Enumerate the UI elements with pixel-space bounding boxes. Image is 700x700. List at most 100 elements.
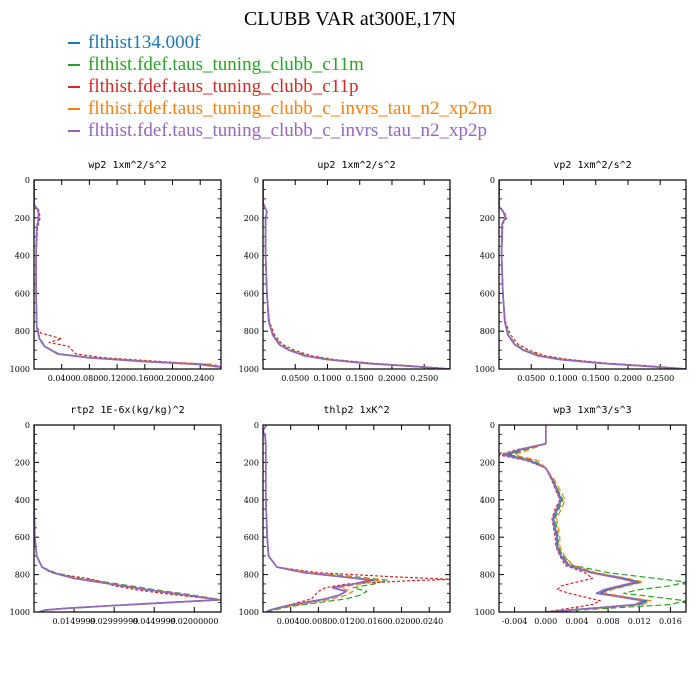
x-tick-label: 0.0800: [75, 374, 103, 383]
chart-frame: [262, 424, 451, 613]
chart-title: thlp2 1xK^2: [323, 405, 389, 416]
series-line: [263, 425, 382, 612]
y-tick-label: 0: [25, 176, 30, 185]
series-line: [34, 180, 221, 369]
series-group: [34, 425, 221, 612]
x-tick-label: 0.2000: [614, 374, 642, 383]
series-line: [510, 425, 686, 612]
y-tick-label: 400: [244, 252, 259, 261]
series-group: [499, 425, 686, 612]
chart-frame: [262, 179, 451, 370]
x-tick-label: 0.0240: [415, 617, 443, 626]
y-tick-label: 0: [490, 421, 495, 430]
x-tick-label: 0.0160: [360, 617, 388, 626]
x-tick-label: 0.000: [534, 617, 557, 626]
y-tick-label: 1000: [10, 608, 30, 617]
y-tick-label: 400: [244, 496, 259, 505]
x-tick-label: 0.004: [565, 617, 588, 626]
y-tick-label: 400: [15, 496, 30, 505]
y-tick-label: 0: [25, 421, 30, 430]
x-tick-label: 0.0500: [281, 374, 309, 383]
legend-item: flthist.fdef.taus_tuning_clubb_c_invrs_t…: [68, 120, 492, 142]
chart-frame: [498, 179, 687, 370]
x-tick-label: 0.1500: [582, 374, 610, 383]
series-group: [499, 180, 686, 369]
x-tick-label: 0.0449999: [133, 617, 176, 626]
y-tick-label: 1000: [10, 365, 30, 374]
legend-item: flthist.fdef.taus_tuning_clubb_c11m: [68, 54, 492, 76]
chart-panel: vp2 1xm^2/s^2 0 200 400 600 800 1000 0.0500 0.10…: [475, 160, 687, 383]
y-tick-label: 400: [480, 496, 495, 505]
series-line: [499, 180, 686, 369]
chart-title: wp2 1xm^2/s^2: [88, 160, 166, 171]
legend-label: flthist.fdef.taus_tuning_clubb_c_invrs_t…: [88, 98, 493, 119]
x-tick-label: 0.2500: [410, 374, 438, 383]
series-line: [34, 425, 221, 612]
y-tick-label: 1000: [475, 608, 495, 617]
y-tick-label: 0: [254, 421, 259, 430]
chart-panel: wp2 1xm^2/s^2 0 200 400 600 800 1000 0.0400 0.08…: [10, 160, 222, 383]
series-line: [502, 425, 644, 612]
chart-frame: [498, 424, 687, 613]
x-tick-label: -0.004: [502, 617, 528, 626]
x-tick-label: 0.2000: [378, 374, 406, 383]
legend-item: flthist134.000f: [68, 32, 492, 54]
y-tick-label: 400: [480, 252, 495, 261]
chart-title: wp3 1xm^3/s^3: [553, 405, 631, 416]
chart-title: rtp2 1E-6x(kg/kg)^2: [70, 405, 184, 416]
y-tick-label: 800: [480, 571, 495, 580]
y-tick-label: 800: [15, 571, 30, 580]
series-line: [499, 180, 686, 369]
legend-label: flthist.fdef.taus_tuning_clubb_c_invrs_t…: [88, 120, 487, 141]
x-tick-label: 0.0149999: [52, 617, 95, 626]
x-tick-label: 0.0080: [304, 617, 332, 626]
series-line: [263, 180, 450, 369]
series-line: [513, 425, 652, 612]
figure-title: CLUBB VAR at300E,17N: [243, 8, 457, 30]
x-tick-label: 0.0040: [277, 617, 305, 626]
x-tick-label: 0.1200: [103, 374, 131, 383]
series-line: [34, 180, 221, 369]
x-tick-label: 0.2400: [186, 374, 214, 383]
series-line: [34, 180, 221, 369]
y-tick-label: 600: [480, 533, 495, 542]
chart-frame: [33, 179, 222, 370]
y-tick-label: 800: [15, 327, 30, 336]
x-tick-label: 0.02000000: [170, 617, 218, 626]
y-tick-label: 400: [15, 252, 30, 261]
chart-title: up2 1xm^2/s^2: [317, 160, 395, 171]
y-tick-label: 1000: [475, 365, 495, 374]
legend-label: flthist134.000f: [88, 32, 201, 53]
y-tick-label: 800: [480, 327, 495, 336]
legend-label: flthist.fdef.taus_tuning_clubb_c11m: [88, 54, 364, 75]
y-tick-label: 200: [480, 458, 495, 467]
y-tick-label: 1000: [239, 365, 259, 374]
y-tick-label: 0: [490, 176, 495, 185]
y-tick-label: 600: [15, 533, 30, 542]
y-tick-label: 200: [15, 458, 30, 467]
x-tick-label: 0.0200: [388, 617, 416, 626]
y-tick-label: 600: [15, 289, 30, 298]
x-tick-label: 0.016: [659, 617, 682, 626]
series-group: [34, 180, 221, 369]
chart-panel: wp3 1xm^3/s^3 0 200 400 600 800 1000 -0.004 0.00…: [475, 405, 687, 626]
legend: flthist134.000f flthist.fdef.taus_tuning…: [68, 32, 492, 142]
series-line: [263, 180, 450, 369]
legend-swatch: [68, 42, 80, 44]
series-group: [263, 180, 450, 369]
legend-swatch: [68, 64, 80, 66]
x-tick-label: 0.1000: [549, 374, 577, 383]
y-tick-label: 600: [244, 533, 259, 542]
series-line: [263, 425, 372, 612]
series-line: [263, 180, 450, 369]
y-tick-label: 200: [480, 214, 495, 223]
series-line: [263, 425, 389, 612]
x-tick-label: 0.008: [597, 617, 620, 626]
series-group: [263, 425, 450, 612]
x-tick-label: 0.1000: [313, 374, 341, 383]
x-tick-label: 0.0120: [332, 617, 360, 626]
series-line: [34, 425, 221, 612]
x-tick-label: 0.0500: [517, 374, 545, 383]
y-tick-label: 1000: [239, 608, 259, 617]
legend-label: flthist.fdef.taus_tuning_clubb_c11p: [88, 76, 359, 97]
